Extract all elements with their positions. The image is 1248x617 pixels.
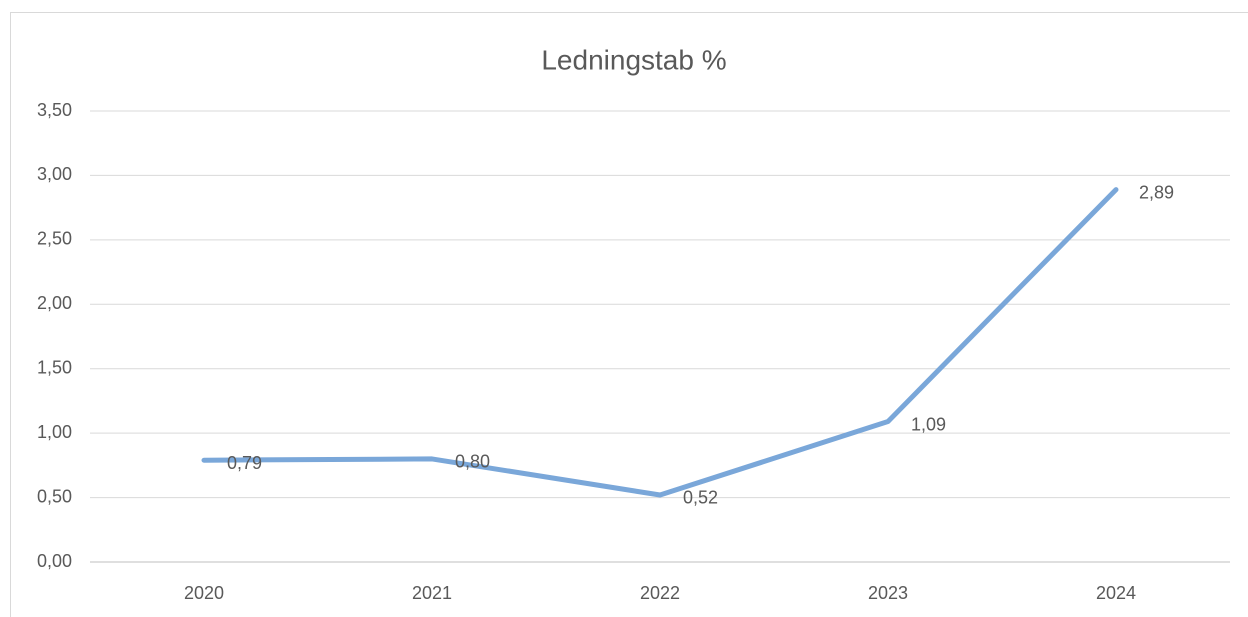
y-tick-label: 1,50 [37,357,72,377]
y-tick-label: 0,50 [37,486,72,506]
x-tick-label: 2022 [640,583,680,603]
chart-border [10,12,1248,617]
y-tick-label: 2,00 [37,293,72,313]
data-label: 0,79 [227,453,262,473]
data-label: 0,80 [455,452,490,472]
chart-title: Ledningstab % [541,44,726,75]
y-tick-label: 2,50 [37,229,72,249]
line [201,187,1119,498]
y-tick-label: 3,50 [37,100,72,120]
data-label: 2,89 [1139,182,1174,202]
x-tick-label: 2020 [184,583,224,603]
data-label: 1,09 [911,414,946,434]
x-tick-label: 2021 [412,583,452,603]
y-tick-label: 3,00 [37,164,72,184]
y-tick-label: 1,00 [37,422,72,442]
x-tick-label: 2023 [868,583,908,603]
x-tick-label: 2024 [1096,583,1136,603]
data-label: 0,52 [683,488,718,508]
y-tick-label: 0,00 [37,551,72,571]
